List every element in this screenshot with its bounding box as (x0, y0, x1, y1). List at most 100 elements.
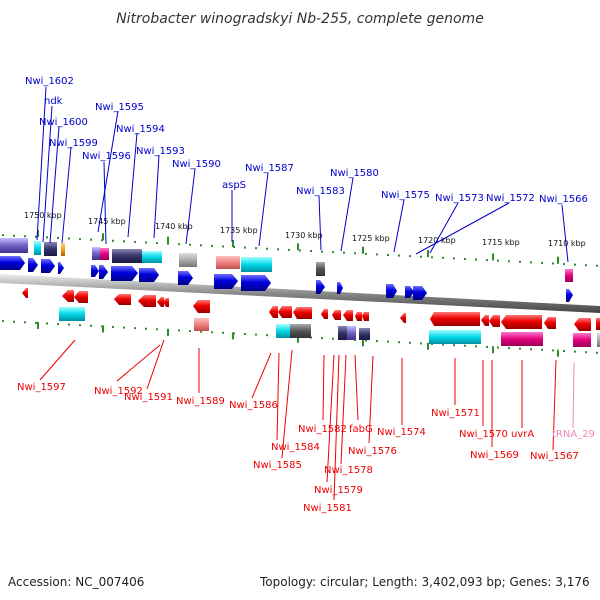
gene-arrow[interactable] (91, 265, 99, 277)
gene-arrow[interactable] (332, 310, 341, 320)
gene-arrow[interactable] (138, 295, 156, 307)
homology-box[interactable] (100, 248, 109, 260)
gene-label[interactable]: Nwi_1590 (172, 159, 221, 170)
homology-box[interactable] (194, 318, 209, 331)
homology-box[interactable] (597, 333, 600, 347)
gene-arrow[interactable] (544, 317, 556, 329)
gene-label[interactable]: Nwi_1600 (39, 117, 88, 128)
homology-box[interactable] (573, 333, 591, 347)
gene-arrow[interactable] (163, 298, 169, 307)
homology-box[interactable] (565, 269, 573, 282)
gene-arrow[interactable] (28, 258, 38, 272)
gene-label[interactable]: Nwi_1581 (303, 503, 352, 514)
gene-arrow[interactable] (574, 318, 591, 331)
gene-arrow[interactable] (58, 262, 64, 274)
gene-arrow[interactable] (596, 318, 600, 330)
gene-label[interactable]: Nwi_1569 (470, 450, 519, 461)
gene-arrow[interactable] (481, 315, 489, 326)
gene-label[interactable]: Nwi_1595 (95, 102, 144, 113)
gene-label[interactable]: Nwi_1597 (17, 382, 66, 393)
homology-box[interactable] (0, 238, 28, 253)
gene-arrow[interactable] (489, 315, 500, 327)
gene-arrow[interactable] (386, 284, 397, 298)
gene-arrow[interactable] (355, 312, 362, 321)
homology-box[interactable] (142, 251, 162, 263)
gene-label[interactable]: ndk (44, 96, 63, 107)
gene-label[interactable]: Nwi_1579 (314, 485, 363, 496)
gene-label[interactable]: Nwi_1570 (459, 429, 508, 440)
gene-arrow[interactable] (362, 312, 369, 321)
gene-label[interactable]: Nwi_1574 (377, 427, 426, 438)
gene-label[interactable]: Nwi_1567 (530, 451, 579, 462)
gene-arrow[interactable] (241, 275, 271, 291)
gene-arrow[interactable] (405, 286, 414, 298)
gene-label[interactable]: Nwi_1576 (348, 446, 397, 457)
homology-box[interactable] (59, 307, 85, 321)
homology-box[interactable] (241, 257, 272, 272)
homology-box[interactable] (338, 326, 347, 340)
gene-arrow[interactable] (139, 268, 159, 282)
homology-box[interactable] (429, 330, 481, 344)
gene-label[interactable]: Nwi_1587 (245, 163, 294, 174)
gene-label[interactable]: uvrA (511, 429, 534, 440)
gene-arrow[interactable] (0, 256, 25, 270)
gene-arrow[interactable] (62, 290, 74, 302)
gene-arrow[interactable] (99, 265, 108, 279)
gene-label[interactable]: Nwi_1583 (296, 186, 345, 197)
gene-label[interactable]: Nwi_1599 (49, 138, 98, 149)
homology-box[interactable] (179, 253, 197, 267)
gene-label[interactable]: Nwi_1578 (324, 465, 373, 476)
gene-label[interactable]: Nwi_1584 (271, 442, 320, 453)
gene-label[interactable]: Nwi_1580 (330, 168, 379, 179)
gene-arrow[interactable] (114, 294, 131, 305)
gene-label[interactable]: Nwi_1591 (124, 392, 173, 403)
homology-box[interactable] (290, 324, 311, 338)
gene-arrow[interactable] (501, 315, 542, 329)
gene-arrow[interactable] (278, 306, 292, 318)
gene-arrow[interactable] (566, 289, 573, 302)
gene-label[interactable]: Nwi_1596 (82, 151, 131, 162)
homology-box[interactable] (276, 324, 290, 338)
homology-box[interactable] (92, 247, 100, 260)
gene-label[interactable]: Nwi_1582 (298, 424, 347, 435)
homology-box[interactable] (316, 262, 325, 276)
homology-box[interactable] (347, 326, 356, 340)
homology-box[interactable] (112, 249, 142, 263)
gene-arrow[interactable] (413, 286, 427, 300)
gene-arrow[interactable] (193, 300, 210, 313)
gene-arrow[interactable] (74, 291, 88, 303)
gene-label[interactable]: Nwi_1571 (431, 408, 480, 419)
gene-arrow[interactable] (343, 310, 353, 321)
gene-label[interactable]: Nwi_1592 (94, 386, 143, 397)
gene-label[interactable]: Nwi_1589 (176, 396, 225, 407)
gene-arrow[interactable] (111, 266, 138, 281)
gene-arrow[interactable] (293, 307, 312, 319)
gene-arrow[interactable] (400, 313, 406, 323)
gene-arrow[interactable] (430, 312, 480, 326)
homology-box[interactable] (34, 241, 41, 255)
gene-label[interactable]: Nwi_1594 (116, 124, 165, 135)
gene-label[interactable]: Nwi_1566 (539, 194, 588, 205)
homology-box[interactable] (501, 332, 543, 346)
gene-arrow[interactable] (269, 306, 278, 318)
gene-arrow[interactable] (316, 280, 325, 294)
homology-box[interactable] (61, 243, 65, 256)
gene-label[interactable]: Nwi_1575 (381, 190, 430, 201)
gene-label[interactable]: Nwi_1593 (136, 146, 185, 157)
homology-box[interactable] (44, 242, 57, 256)
gene-arrow[interactable] (178, 271, 193, 285)
gene-arrow[interactable] (214, 274, 238, 289)
gene-arrow[interactable] (337, 282, 343, 294)
gene-label[interactable]: Nwi_1585 (253, 460, 302, 471)
gene-arrow[interactable] (157, 297, 164, 307)
homology-box[interactable] (359, 328, 370, 340)
gene-label[interactable]: aspS (222, 180, 246, 191)
homology-box[interactable] (216, 256, 240, 269)
gene-label[interactable]: Nwi_1573 (435, 193, 484, 204)
gene-label[interactable]: tRNA_29 (552, 429, 595, 440)
gene-arrow[interactable] (321, 309, 328, 319)
gene-arrow[interactable] (22, 288, 28, 298)
gene-label[interactable]: Nwi_1602 (25, 76, 74, 87)
gene-label[interactable]: Nwi_1572 (486, 193, 535, 204)
gene-label[interactable]: fabG (349, 424, 373, 435)
